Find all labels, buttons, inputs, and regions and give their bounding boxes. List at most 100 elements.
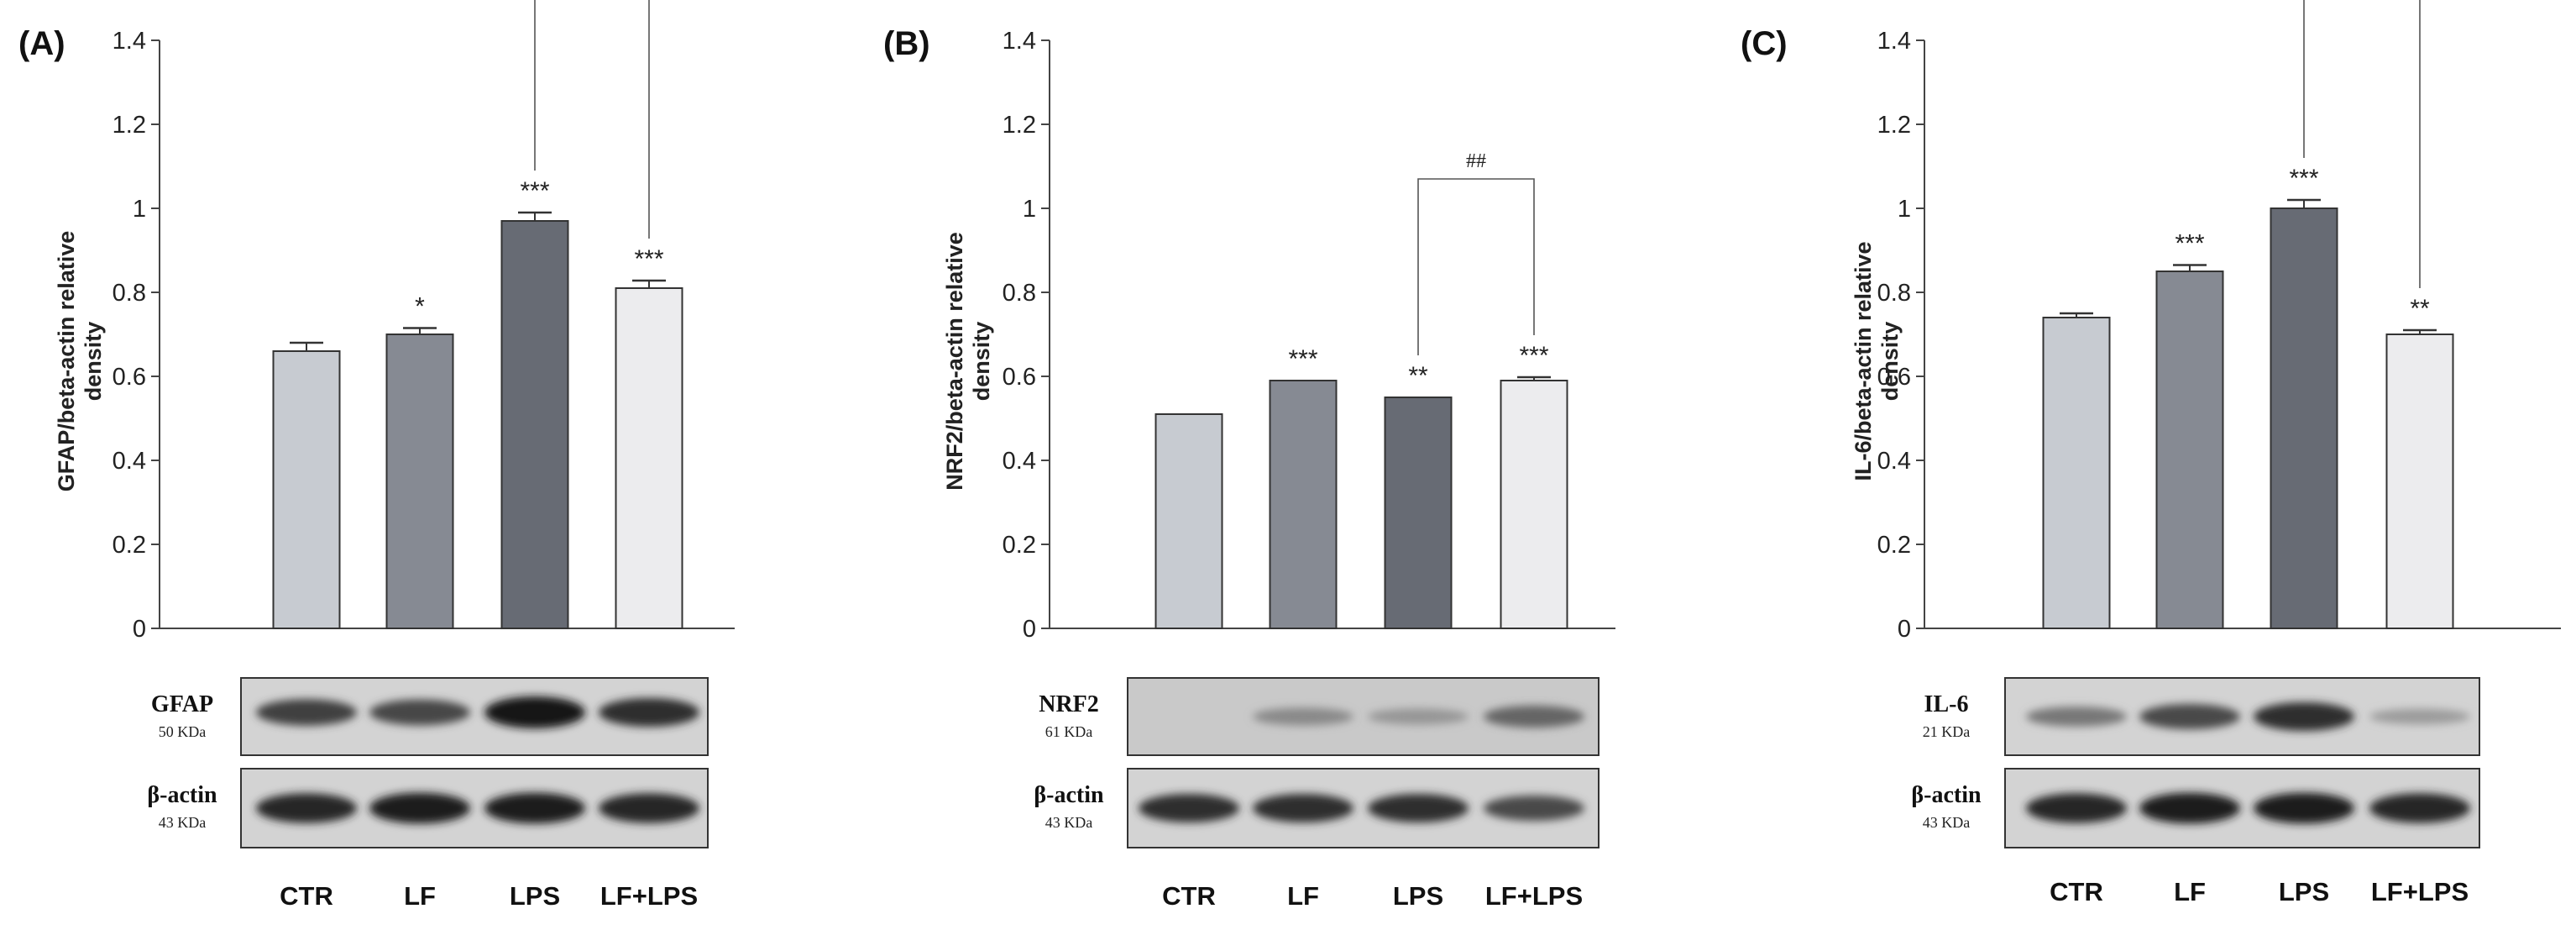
blot-band xyxy=(599,697,699,728)
y-tick-label: 1 xyxy=(133,196,146,223)
comparison-label: ## xyxy=(1466,150,1486,172)
y-tick-label: 0.8 xyxy=(113,280,146,307)
category-label: CTR xyxy=(280,881,333,911)
panel-label: (B) xyxy=(883,25,930,62)
category-label: LF+LPS xyxy=(600,881,698,911)
blot-molecular-weight: 43 KDa xyxy=(1045,814,1093,831)
y-axis-label-line: density xyxy=(969,322,994,402)
blot-target: IL-6 21 KDa xyxy=(1923,677,2480,756)
significance-label: *** xyxy=(2289,165,2318,192)
y-tick-label: 0.8 xyxy=(1877,280,1911,307)
y-axis-label: IL-6/beta-actin relative density xyxy=(1851,241,1903,481)
y-tick-label: 0.6 xyxy=(113,364,146,391)
y-tick-label: 0.6 xyxy=(1877,364,1911,391)
blot-protein-name: GFAP xyxy=(151,691,213,717)
blot-protein-name: IL-6 xyxy=(1924,691,1969,717)
bar-ctr xyxy=(1154,413,1223,629)
significance-label: *** xyxy=(634,245,663,273)
category-label: LPS xyxy=(510,881,560,911)
blot-band xyxy=(1368,793,1469,823)
comparison-bracket xyxy=(2303,0,2421,288)
y-tick-label: 1.2 xyxy=(1877,112,1911,139)
y-tick-label: 0.4 xyxy=(113,448,146,475)
bar-lps xyxy=(500,220,569,629)
y-tick-label: 0.4 xyxy=(1877,448,1911,475)
bar-lf xyxy=(385,334,454,629)
blot-band xyxy=(2369,708,2470,725)
blot-band xyxy=(484,696,585,728)
blot-molecular-weight: 50 KDa xyxy=(159,723,207,740)
significance-label: *** xyxy=(2175,230,2204,258)
y-tick-label: 1.4 xyxy=(113,28,146,55)
blot-band xyxy=(484,792,585,824)
blot-band xyxy=(2254,701,2354,732)
bar-ctr xyxy=(272,350,341,629)
y-axis-label-line: GFAP/beta-actin relative xyxy=(54,231,79,492)
y-tick-label: 1.4 xyxy=(1877,28,1911,55)
bar-lf-lps xyxy=(615,287,683,629)
blot-band xyxy=(2026,707,2127,727)
blot-band xyxy=(256,699,357,726)
blot-band xyxy=(256,793,357,823)
comparison-bracket xyxy=(1417,178,1535,355)
y-axis-label-line: IL-6/beta-actin relative xyxy=(1851,241,1876,481)
y-axis-label-line: density xyxy=(81,322,106,402)
y-tick-label: 1.2 xyxy=(113,112,146,139)
blot-protein-name: β-actin xyxy=(147,782,217,808)
blot-beta-actin: β-actin 43 KDa xyxy=(1911,768,2480,848)
bar-lf-lps xyxy=(1500,380,1568,629)
category-label: LF xyxy=(2174,877,2206,906)
bar-lf xyxy=(2155,271,2224,629)
y-tick-label: 1 xyxy=(1898,196,1911,223)
blot-band xyxy=(2139,792,2240,824)
y-axis-label: NRF2/beta-actin relative density xyxy=(942,232,994,491)
y-tick-label: 1.2 xyxy=(1003,112,1036,139)
blot-molecular-weight: 61 KDa xyxy=(1045,723,1093,740)
y-tick-label: 1 xyxy=(1023,196,1036,223)
category-label: LF+LPS xyxy=(1485,881,1583,911)
bar-lf xyxy=(1269,380,1338,629)
blot-band xyxy=(369,792,470,824)
blot-band xyxy=(1368,708,1469,725)
blot-band xyxy=(2369,793,2470,823)
y-tick-label: 0 xyxy=(1898,616,1911,643)
y-tick-label: 0 xyxy=(133,616,146,643)
y-axis-label-line: NRF2/beta-actin relative xyxy=(942,232,967,491)
y-tick-label: 0.6 xyxy=(1003,364,1036,391)
y-tick-label: 0.2 xyxy=(113,532,146,559)
significance-label: *** xyxy=(1288,345,1317,373)
y-tick-label: 0.2 xyxy=(1877,532,1911,559)
y-axis-label-line: density xyxy=(1877,322,1903,402)
blot-beta-actin: β-actin 43 KDa xyxy=(1034,768,1600,848)
blot-molecular-weight: 43 KDa xyxy=(159,814,207,831)
panel-c: (C) 0 0.2 0.4 0.6 0.8 1 1.2 1.4 IL-6/beta-actin r… xyxy=(1741,0,2561,906)
y-axis-label: GFAP/beta-actin relative density xyxy=(54,231,106,492)
blot-target: GFAP 50 KDa xyxy=(151,677,709,756)
blot-band xyxy=(1484,795,1584,822)
blot-band xyxy=(2254,792,2354,824)
blot-band xyxy=(2139,703,2240,730)
blot-protein-name: NRF2 xyxy=(1039,691,1099,717)
y-tick-label: 0.2 xyxy=(1003,532,1036,559)
blot-band xyxy=(1484,705,1584,728)
blot-band xyxy=(599,793,699,823)
blot-target: NRF2 61 KDa xyxy=(1039,677,1600,756)
blot-protein-name: β-actin xyxy=(1911,782,1982,808)
category-label: LF xyxy=(404,881,436,911)
blot-band xyxy=(1139,793,1239,823)
bar-lps xyxy=(1384,397,1453,629)
blot-band xyxy=(2026,793,2127,823)
blot-band xyxy=(1253,793,1353,823)
y-tick-label: 1.4 xyxy=(1003,28,1036,55)
category-label: LF xyxy=(1287,881,1319,911)
blot-beta-actin: β-actin 43 KDa xyxy=(147,768,709,848)
panel-b: (B) 0 0.2 0.4 0.6 0.8 1 1.2 1.4 NRF2/beta-actin r… xyxy=(883,25,1615,911)
significance-label: *** xyxy=(520,177,549,205)
panel-label: (A) xyxy=(18,25,65,62)
y-tick-label: 0 xyxy=(1023,616,1036,643)
bar-lf-lps xyxy=(2385,334,2454,629)
category-label: LF+LPS xyxy=(2371,877,2469,906)
blot-molecular-weight: 43 KDa xyxy=(1923,814,1971,831)
significance-label: ** xyxy=(1408,362,1428,390)
